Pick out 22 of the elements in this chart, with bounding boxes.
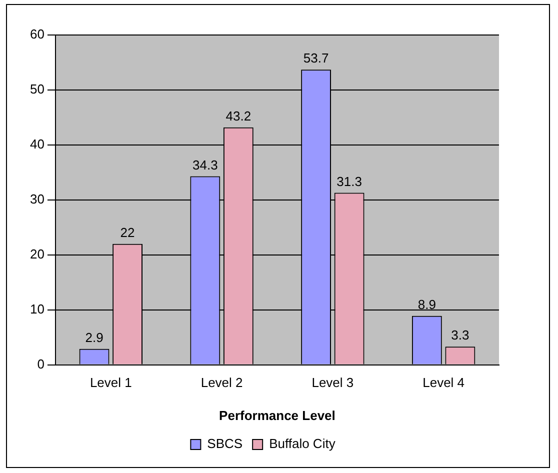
x-tick-label: Level 3	[312, 375, 354, 390]
x-axis-title: Performance Level	[219, 408, 336, 423]
y-tick-label: 10	[30, 301, 44, 316]
y-tick-label: 60	[30, 26, 44, 42]
x-tick-label: Level 2	[200, 375, 243, 390]
data-label: 53.7	[303, 50, 329, 66]
data-label: 22	[120, 224, 135, 240]
y-tick-label: 0	[37, 356, 44, 372]
data-label: 43.2	[226, 108, 252, 124]
y-tick-label: 40	[30, 136, 44, 152]
x-tick-label: Level 1	[90, 375, 132, 390]
data-label: 3.3	[451, 328, 470, 343]
data-label: 34.3	[192, 157, 218, 172]
x-tick-label: Level 4	[422, 375, 465, 390]
legend-label: Buffalo City	[269, 436, 336, 452]
data-label: 31.3	[336, 174, 362, 189]
data-label: 2.9	[85, 330, 104, 345]
y-tick-label: 20	[30, 246, 44, 262]
y-tick-label: 50	[30, 82, 44, 97]
y-tick-label: 30	[30, 191, 44, 206]
data-label: 8.9	[418, 296, 436, 312]
legend-label: SBCS	[207, 436, 243, 452]
